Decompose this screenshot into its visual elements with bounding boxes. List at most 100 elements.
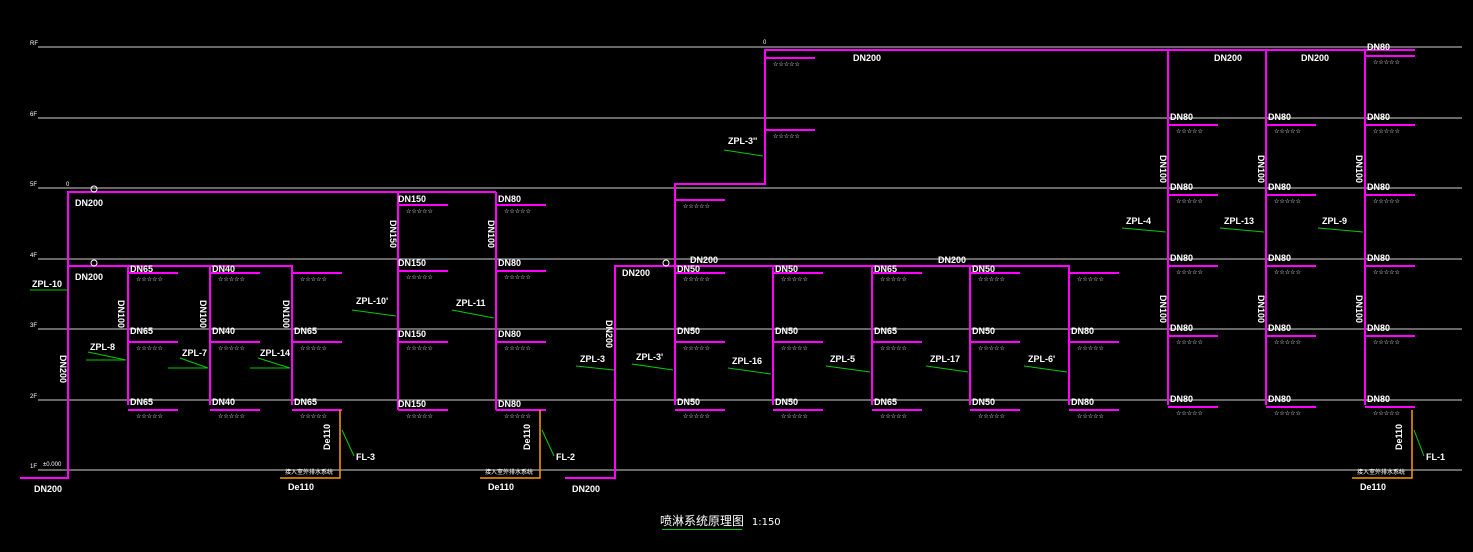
pipe-size-label: DN40 [212,326,235,336]
riser-id-label: ZPL-10' [356,296,388,306]
drain-pipe [280,410,341,479]
sprinkler-heads: ☆☆☆☆☆ [406,274,433,281]
riser-size-label: DN100 [281,300,291,328]
sprinkler-heads: ☆☆☆☆☆ [1373,410,1400,417]
drain-size-label: De110 [522,424,532,450]
pipe-size-label: DN80 [1367,253,1390,263]
floor-label-5F: 5F [30,182,37,188]
pipe-size-label: DN80 [1170,112,1193,122]
pipe-size-label: DN80 [1268,182,1291,192]
pipe-size-label: DN50 [677,264,700,274]
riser-id-label: ZPL-17 [930,354,960,364]
pipe-size-label: DN80 [1170,394,1193,404]
sprinkler-heads: ☆☆☆☆☆ [1274,269,1301,276]
elevation-label: ±0.000 [43,462,62,468]
floor-label-6F: 6F [30,112,37,118]
pipe-size-label: DN80 [1071,397,1094,407]
marker-label: 0 [66,182,70,188]
pipe-size-label: DN65 [130,397,153,407]
riser-id-label: ZPL-6' [1028,354,1055,364]
drain-pipe [480,410,541,479]
leader-line [341,429,355,457]
pipe-size-label: DN200 [1301,53,1329,63]
sprinkler-heads: ☆☆☆☆☆ [683,276,710,283]
drain-id-label: FL-3 [356,452,375,462]
sprinkler-heads: ☆☆☆☆☆ [136,276,163,283]
sprinkler-heads: ☆☆☆☆☆ [880,413,907,420]
pipe-size-label: DN65 [874,264,897,274]
pipe-size-label: DN80 [498,258,521,268]
drain-size-label: De110 [322,424,332,450]
pipe-size-label: DN80 [1367,394,1390,404]
pipe-size-label: DN80 [1367,182,1390,192]
leader-line [825,365,871,373]
upper-main [674,49,1415,405]
sprinkler-heads: ☆☆☆☆☆ [504,413,531,420]
leader-line [1121,227,1167,233]
sprinkler-heads: ☆☆☆☆☆ [781,276,808,283]
sprinkler-heads: ☆☆☆☆☆ [218,413,245,420]
sprinkler-heads: ☆☆☆☆☆ [136,345,163,352]
main-loop-a [20,191,399,479]
sprinkler-heads: ☆☆☆☆☆ [218,345,245,352]
pipe-size-label: DN200 [34,484,62,494]
riser-size-label: DN200 [604,320,614,348]
leader-line [727,367,772,375]
sprinkler-heads: ☆☆☆☆☆ [1373,59,1400,66]
sprinkler-heads: ☆☆☆☆☆ [218,276,245,283]
sprinkler-heads: ☆☆☆☆☆ [1274,410,1301,417]
title-underline [662,529,742,530]
leader-line [87,351,127,361]
leader-line [575,365,615,371]
pipe-size-label: DN50 [775,397,798,407]
riser-id-label: ZPL-14 [260,348,290,358]
pipe-size-label: DN40 [212,397,235,407]
riser-size-label: DN100 [1354,295,1364,323]
sprinkler-heads: ☆☆☆☆☆ [1176,128,1203,135]
pipe-size-label: DN65 [874,326,897,336]
sprinkler-heads: ☆☆☆☆☆ [781,345,808,352]
pipe-size-label: DN150 [398,329,426,339]
riser-id-label: ZPL-13 [1224,216,1254,226]
pipe-size-label: DN80 [1367,112,1390,122]
pipe-size-label: DN50 [775,264,798,274]
valve-icon [662,259,670,267]
sprinkler-heads: ☆☆☆☆☆ [504,208,531,215]
diagram-title: 喷淋系统原理图 1:150 [660,512,781,529]
leader-line [179,357,209,369]
main-4f-a [68,265,293,405]
pipe-size-label: DN80 [1268,323,1291,333]
sprinkler-heads: ☆☆☆☆☆ [300,345,327,352]
sprinkler-heads: ☆☆☆☆☆ [773,133,800,140]
pipe-size-label: DN200 [75,272,103,282]
riser-id-label: ZPL-3'' [728,136,757,146]
sprinkler-heads: ☆☆☆☆☆ [1077,413,1104,420]
floor-label-4F: 4F [30,253,37,259]
sprinkler-heads: ☆☆☆☆☆ [978,276,1005,283]
sprinkler-heads: ☆☆☆☆☆ [406,413,433,420]
sprinkler-heads: ☆☆☆☆☆ [406,208,433,215]
drain-size-label: De110 [1394,424,1404,450]
drain-id-label: FL-2 [556,452,575,462]
sprinkler-heads: ☆☆☆☆☆ [1373,339,1400,346]
pipe-size-label: DN65 [294,326,317,336]
leader-line [1413,429,1425,457]
valve-icon [90,185,98,193]
main-loop-b [565,265,1070,479]
pipe-size-label: DN80 [498,194,521,204]
pipe-size-label: DN40 [212,264,235,274]
riser-id-label: ZPL-10 [32,279,62,289]
sprinkler-heads: ☆☆☆☆☆ [880,276,907,283]
pipe-size-label: DN50 [972,397,995,407]
leader-line [1317,227,1364,233]
pipe-size-label: DN150 [398,194,426,204]
pipe-size-label: DN50 [677,397,700,407]
floor-label-RF: RF [30,41,38,47]
sprinkler-heads: ☆☆☆☆☆ [1274,339,1301,346]
pipe-size-label: DN80 [498,329,521,339]
sprinkler-heads: ☆☆☆☆☆ [1077,276,1104,283]
sprinkler-heads: ☆☆☆☆☆ [1274,198,1301,205]
sprinkler-heads: ☆☆☆☆☆ [773,61,800,68]
riser-size-label: DN100 [1158,295,1168,323]
